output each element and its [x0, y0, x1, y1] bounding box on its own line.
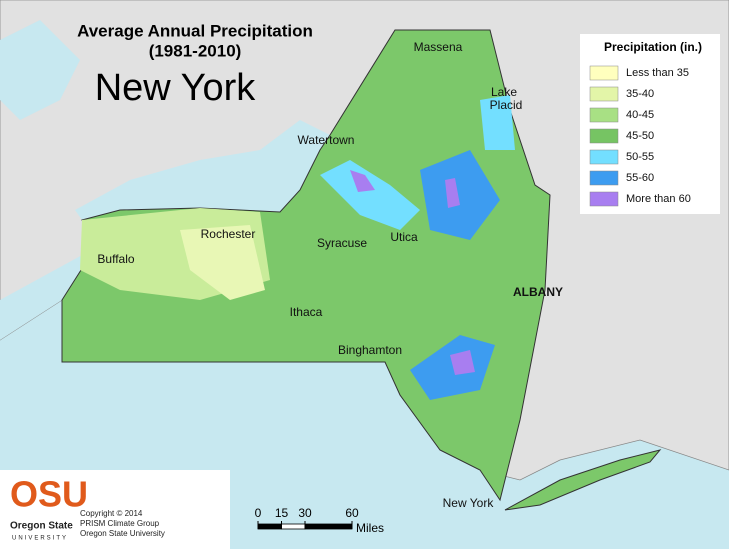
wet-region: [410, 335, 495, 400]
city-label: Rochester: [201, 227, 256, 241]
logo-name: Oregon State: [10, 521, 73, 532]
legend-swatch: [589, 170, 619, 186]
state-name: New York: [95, 67, 257, 109]
legend-label: Less than 35: [626, 67, 689, 79]
lake-ontario: [75, 120, 330, 220]
credit-line: Copyright © 2014: [80, 509, 143, 518]
scale-segment: [257, 523, 282, 530]
wet-region: [480, 95, 515, 150]
scale-label: 0: [255, 506, 262, 520]
city-label: Syracuse: [317, 236, 367, 250]
lake-simcoe: [0, 20, 80, 120]
legend-label: 40-45: [626, 109, 654, 121]
scale-label: 15: [275, 506, 289, 520]
legend-swatch: [589, 128, 619, 144]
city-label: ALBANY: [513, 285, 563, 299]
city-label: Ithaca: [290, 305, 323, 319]
lake-erie: [0, 248, 95, 340]
legend-swatch: [589, 86, 619, 102]
wet-region: [320, 160, 420, 230]
legend-label: 35-40: [626, 88, 654, 100]
legend-swatch: [589, 191, 619, 207]
city-label: Watertown: [298, 133, 355, 147]
scale-unit: Miles: [356, 521, 384, 535]
legend-label: 45-50: [626, 130, 654, 142]
city-label: Utica: [390, 230, 418, 244]
logo-sub: UNIVERSITY: [12, 536, 68, 542]
city-label: New York: [443, 496, 495, 510]
legend-box: [580, 34, 720, 214]
map-title: Average Annual Precipitation: [77, 21, 313, 40]
credit-line: Oregon State University: [80, 529, 165, 538]
credit-box: [0, 470, 230, 549]
scale-label: 30: [298, 506, 312, 520]
scale-segment: [281, 523, 306, 530]
city-label: Binghamton: [338, 343, 402, 357]
city-label: Buffalo: [97, 252, 134, 266]
scale-label: 60: [345, 506, 359, 520]
legend-label: 55-60: [626, 172, 654, 184]
legend-swatch: [589, 149, 619, 165]
legend-label: 50-55: [626, 151, 654, 163]
city-label: Massena: [414, 40, 463, 54]
legend-title: Precipitation (in.): [604, 40, 702, 54]
logo-mark: OSU: [10, 474, 88, 515]
map-period: (1981-2010): [149, 41, 242, 60]
city-label: Lake: [491, 85, 517, 99]
wet-region: [420, 150, 500, 240]
legend-swatch: [589, 107, 619, 123]
long-island: [504, 449, 662, 511]
legend-swatch: [589, 65, 619, 81]
credit-line: PRISM Climate Group: [80, 519, 160, 528]
city-label: Placid: [490, 98, 523, 112]
legend: Precipitation (in.) Less than 35 35-40 40-…: [580, 34, 720, 214]
scale-segment: [304, 523, 353, 530]
very-wet-region: [350, 170, 475, 375]
legend-label: More than 60: [626, 193, 691, 205]
dry-region: [180, 225, 265, 300]
